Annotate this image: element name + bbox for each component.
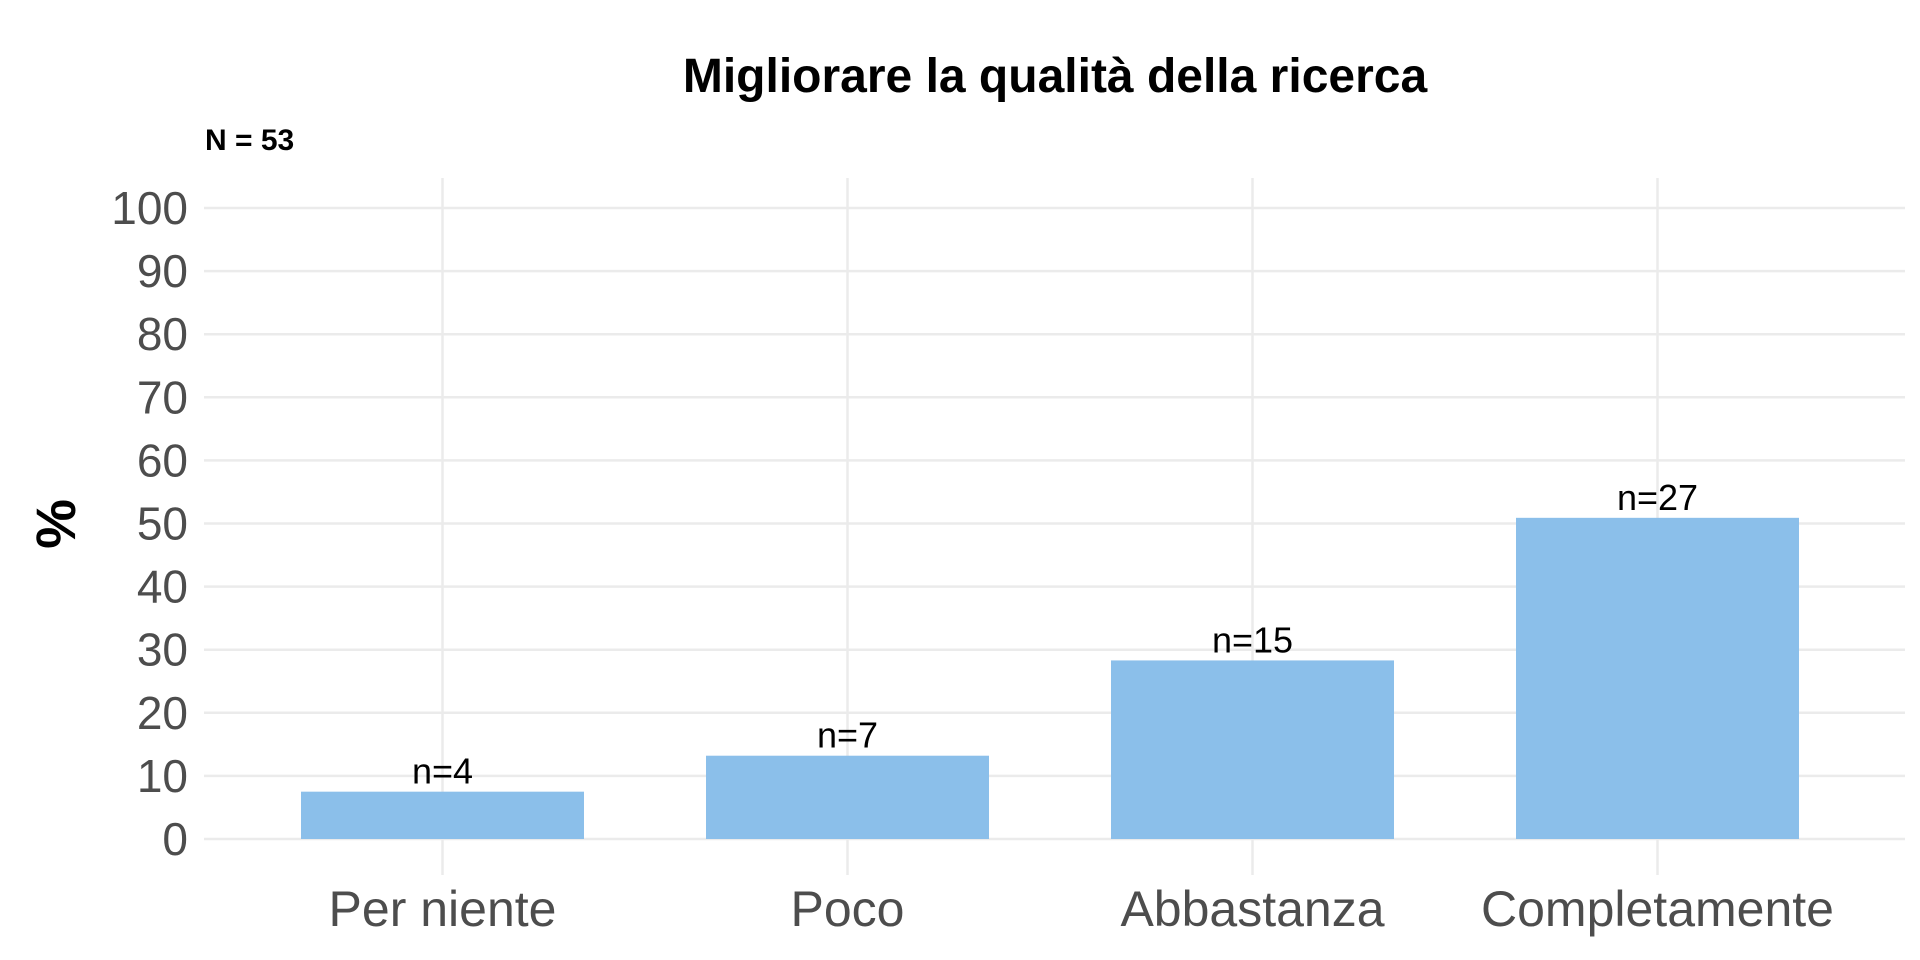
y-tick-label: 20 xyxy=(137,687,188,739)
x-axis-ticks: Per niente Poco Abbastanza Completamente xyxy=(329,881,1834,937)
y-tick-label: 100 xyxy=(111,182,188,234)
data-labels: n=4 n=7 n=15 n=27 xyxy=(412,477,1698,792)
y-tick-label: 0 xyxy=(162,813,188,865)
y-axis-title: % xyxy=(24,499,87,549)
y-tick-label: 40 xyxy=(137,561,188,613)
bar-completamente xyxy=(1516,517,1799,839)
bars xyxy=(301,517,1799,839)
chart-title: Migliorare la qualità della ricerca xyxy=(683,50,1428,103)
bar-data-label: n=27 xyxy=(1617,477,1698,518)
chart-subtitle: N = 53 xyxy=(205,124,294,157)
bar-poco xyxy=(706,755,989,839)
y-axis-ticks: 0 10 20 30 40 50 60 70 80 90 100 xyxy=(111,182,188,865)
bar-abbastanza xyxy=(1111,660,1394,839)
y-tick-label: 80 xyxy=(137,308,188,360)
y-tick-label: 30 xyxy=(137,624,188,676)
x-tick-label: Poco xyxy=(791,881,905,937)
bar-data-label: n=4 xyxy=(412,751,473,792)
bar-data-label: n=15 xyxy=(1212,619,1293,660)
x-tick-label: Abbastanza xyxy=(1120,881,1384,937)
bar-per-niente xyxy=(301,791,584,839)
y-tick-label: 70 xyxy=(137,371,188,423)
bar-data-label: n=7 xyxy=(817,715,878,756)
y-tick-label: 50 xyxy=(137,498,188,550)
x-tick-label: Per niente xyxy=(329,881,557,937)
y-tick-label: 90 xyxy=(137,245,188,297)
y-tick-label: 60 xyxy=(137,434,188,486)
y-tick-label: 10 xyxy=(137,750,188,802)
x-tick-label: Completamente xyxy=(1481,881,1834,937)
